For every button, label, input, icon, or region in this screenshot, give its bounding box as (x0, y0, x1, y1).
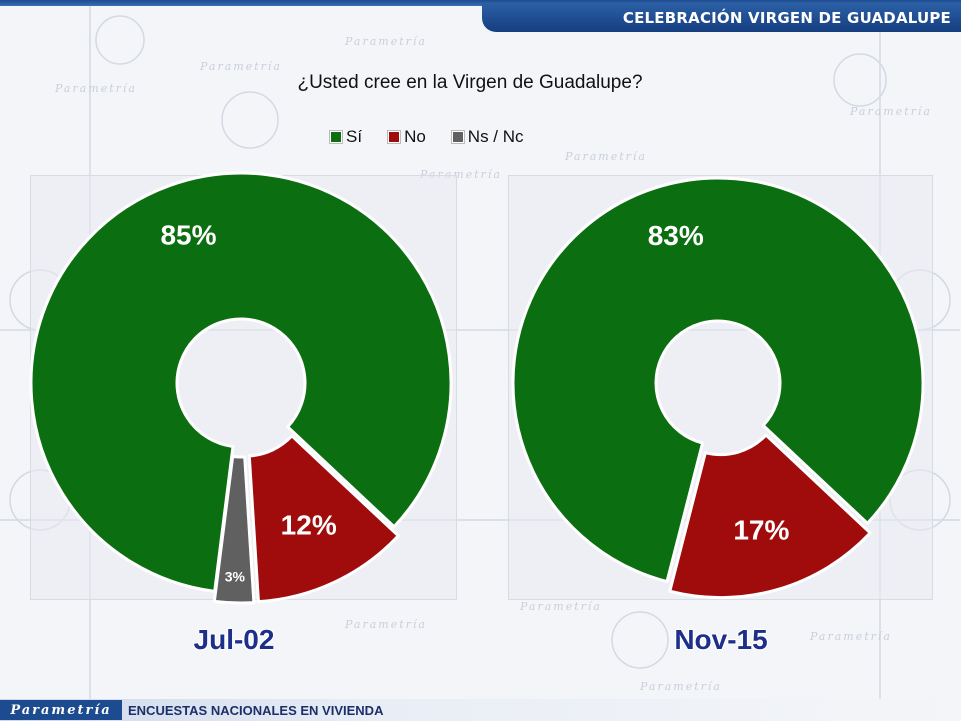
watermark-text: Parametría (199, 60, 282, 73)
chart-title: ¿Usted cree en la Virgen de Guadalupe? (297, 72, 643, 93)
watermark-text: Parametría (344, 35, 427, 48)
footer-caption: ENCUESTAS NACIONALES EN VIVIENDA (128, 703, 384, 718)
legend-swatch-no (388, 131, 401, 143)
slice-label-jul-02-0: 85% (160, 220, 216, 251)
watermark-text: Parametría (519, 600, 602, 613)
legend-swatch-si (330, 131, 342, 143)
top-accent-bar (0, 0, 961, 6)
watermark-text: Parametría (54, 82, 137, 95)
chart-label-nov-15: Nov-15 (674, 624, 768, 655)
watermark-text: Parametría (849, 105, 932, 118)
pie-slice-jul-02-1 (247, 434, 400, 604)
legend-label-ns-nc: Ns / Nc (467, 127, 524, 146)
header-banner: CELEBRACIÓN VIRGEN DE GUADALUPE (482, 4, 961, 32)
slice-label-nov-15-1: 17% (733, 515, 789, 546)
slice-label-nov-15-0: 83% (648, 220, 704, 251)
footer-bar (0, 699, 961, 721)
legend-item-no: No (388, 127, 426, 147)
slice-label-jul-02-2: 3% (225, 569, 246, 585)
legend-item-si: Sí (330, 127, 362, 147)
chart-label-jul-02: Jul-02 (193, 624, 275, 655)
watermark-text: Parametría (809, 630, 892, 643)
legend-label-si: Sí (346, 127, 363, 146)
pie-slice-jul-02-2 (212, 454, 256, 605)
watermark-text: Parametría (639, 680, 722, 693)
legend-swatch-ns-nc (451, 131, 464, 143)
pie-slice-nov-15-1 (668, 433, 872, 600)
legend-item-ns-nc: Ns / Nc (451, 127, 524, 147)
chart-legend: Sí No Ns / Nc (330, 126, 524, 148)
pie-slice-nov-15-0 (511, 176, 925, 584)
watermark-text: Parametría (564, 150, 647, 163)
footer-logo: Parametría (0, 700, 122, 720)
watermark-text: Parametría (344, 618, 427, 631)
pie-slice-jul-02-0 (29, 171, 453, 593)
header-title: CELEBRACIÓN VIRGEN DE GUADALUPE (622, 9, 951, 27)
legend-label-no: No (404, 127, 426, 146)
slice-label-jul-02-1: 12% (281, 509, 337, 540)
